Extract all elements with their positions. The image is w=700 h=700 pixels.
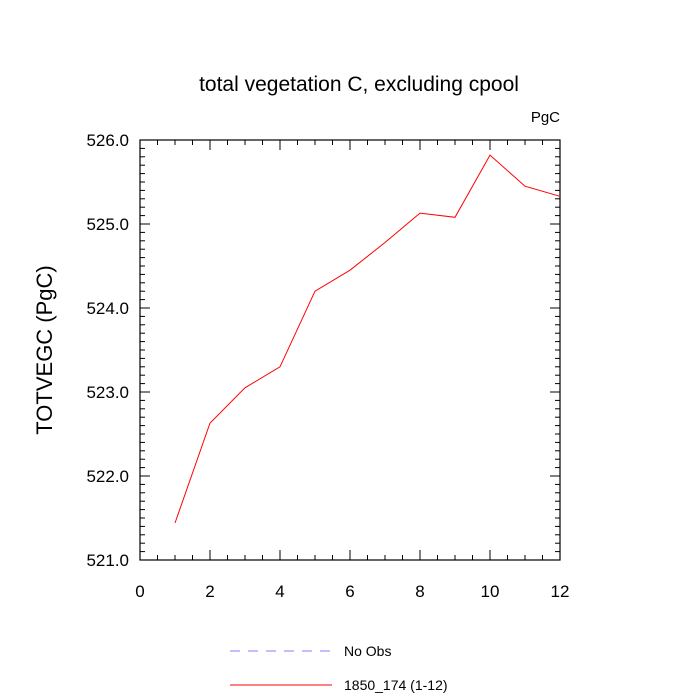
legend-label-no-obs: No Obs — [344, 643, 391, 659]
y-tick-label: 526.0 — [86, 131, 129, 150]
y-tick-label: 524.0 — [86, 299, 129, 318]
y-axis-label: TOTVEGC (PgC) — [32, 265, 57, 435]
x-tick-label: 10 — [481, 582, 500, 601]
x-axis-ticks: 0 2 4 6 8 10 12 — [135, 140, 569, 601]
x-tick-label: 6 — [345, 582, 354, 601]
legend-label-series: 1850_174 (1-12) — [344, 677, 448, 693]
x-tick-label: 4 — [275, 582, 284, 601]
y-tick-label: 525.0 — [86, 215, 129, 234]
x-tick-label: 12 — [551, 582, 570, 601]
series-line — [174, 154, 561, 524]
plot-frame — [139, 139, 561, 561]
x-tick-label: 2 — [205, 582, 214, 601]
y-tick-label: 523.0 — [86, 383, 129, 402]
series-layer — [174, 154, 561, 524]
units-label: PgC — [531, 109, 560, 126]
x-tick-label: 0 — [135, 582, 144, 601]
y-tick-label: 521.0 — [86, 551, 129, 570]
chart-title: total vegetation C, excluding cpool — [199, 73, 519, 96]
y-tick-label: 522.0 — [86, 467, 129, 486]
y-axis-ticks: 526.0 525.0 524.0 523.0 522.0 521.0 — [86, 131, 560, 570]
legend: No Obs 1850_174 (1-12) — [230, 643, 448, 693]
x-tick-label: 8 — [415, 582, 424, 601]
